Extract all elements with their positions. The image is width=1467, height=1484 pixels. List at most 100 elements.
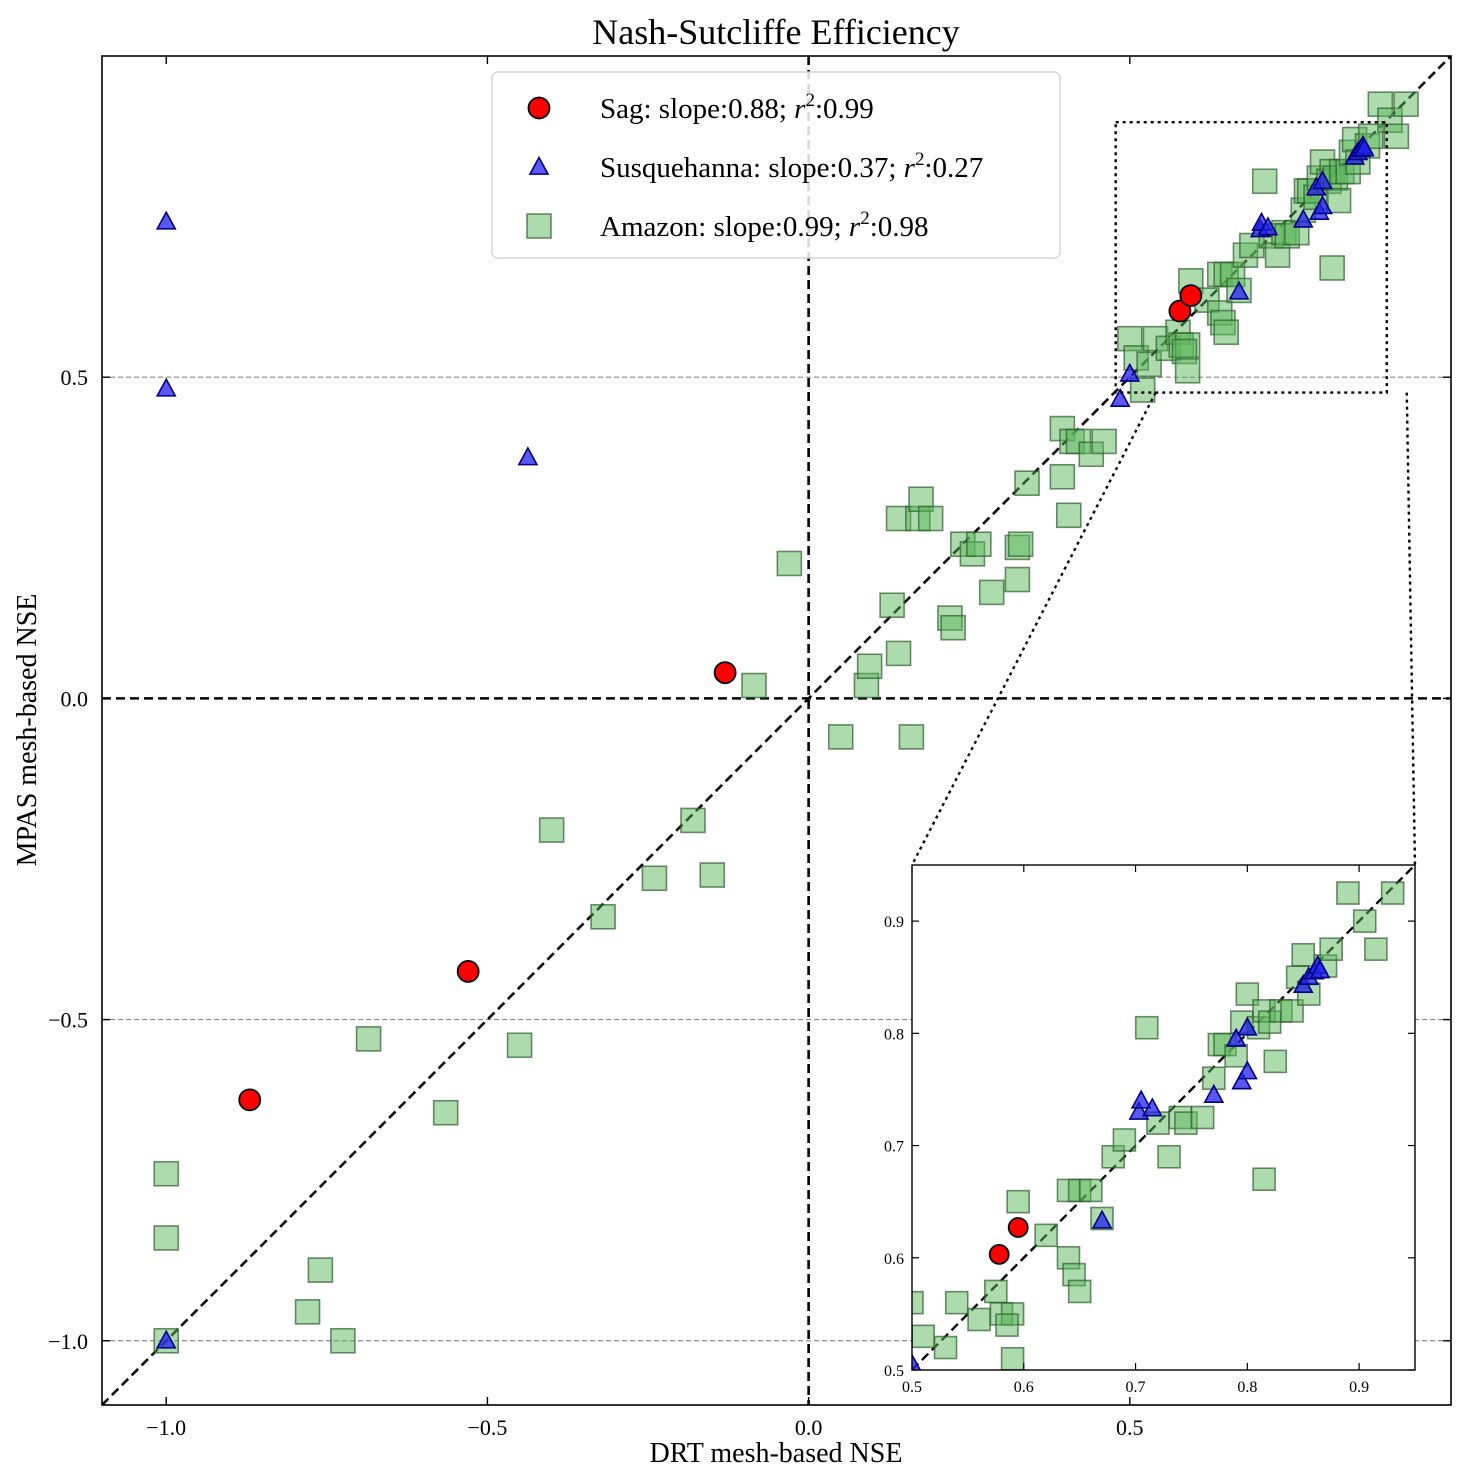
main-axis-ticks: −1.0 −0.5 0.0 0.5 −1.0 −0.5 0.0 0.5 <box>48 56 1451 1440</box>
legend-marker-susquehanna <box>528 155 550 175</box>
amazon-point-60 <box>1213 319 1239 346</box>
inset-axis-ticks: 0.5 0.6 0.7 0.8 0.9 0.5 0.6 0.7 0.8 0.9 <box>884 865 1415 1396</box>
inset-amazon-point-43 <box>912 1290 924 1315</box>
inset-data-points <box>912 881 1405 1370</box>
amazon-point-15 <box>776 550 803 577</box>
amazon-point-3 <box>294 1299 321 1325</box>
inset-amazon-point-67 <box>1157 1144 1181 1169</box>
inset-amazon-point-52 <box>995 1313 1019 1337</box>
amazon-point-36 <box>1049 463 1076 490</box>
legend-label-amazon: Amazon: slope:0.99; r2:0.98 <box>600 208 929 243</box>
inset-susquehanna-point-12 <box>1231 1070 1253 1090</box>
amazon-point-34 <box>1004 566 1031 593</box>
susquehanna-point-0 <box>155 210 177 230</box>
inset-y-tick-label-2: 0.7 <box>884 1139 904 1156</box>
amazon-point-1 <box>153 1160 180 1187</box>
amazon-point-25 <box>917 505 944 532</box>
amazon-point-45 <box>1129 377 1156 403</box>
inset-amazon-point-64 <box>1112 1128 1137 1152</box>
susquehanna-point-2 <box>517 446 539 466</box>
main-data-points <box>153 91 1419 1354</box>
susquehanna-point-1 <box>155 377 177 397</box>
susquehanna-point-3 <box>155 1329 177 1349</box>
susquehanna-point-19 <box>1353 137 1375 157</box>
amazon-point-21 <box>879 592 905 619</box>
amazon-point-66 <box>1251 168 1278 195</box>
inset-amazon-point-78 <box>1252 1167 1276 1192</box>
inset-amazon-point-70 <box>1190 1105 1215 1130</box>
inset-amazon-point-46 <box>933 1335 958 1360</box>
amazon-point-10 <box>590 903 616 930</box>
inset-sag-point-4 <box>1007 1217 1029 1238</box>
legend: Sag: slope:0.88; r2:0.99 Susquehanna: slo… <box>491 71 1061 259</box>
inset-susquehanna-point-6 <box>1091 1209 1113 1229</box>
main-plot-frame <box>101 55 1452 1406</box>
legend-marker-sag <box>527 96 551 120</box>
amazon-point-31 <box>978 579 1005 606</box>
amazon-point-8 <box>506 1032 533 1059</box>
inset-x-tick-label-4: 0.9 <box>1349 1379 1369 1396</box>
susquehanna-point-5 <box>1109 387 1131 407</box>
zoom-connector-left <box>910 392 1157 866</box>
y-axis-label: MPAS mesh-based NSE <box>12 594 43 867</box>
susquehanna-point-4 <box>1119 362 1141 382</box>
inset-amazon-point-90 <box>1352 909 1377 933</box>
amazon-point-5 <box>330 1327 356 1354</box>
y-tick-label-3: 0.5 <box>61 365 89 390</box>
inset-x-tick-label-1: 0.6 <box>1014 1379 1034 1396</box>
y-tick-label-0: −1.0 <box>48 1329 88 1354</box>
amazon-point-12 <box>680 807 706 834</box>
inset-amazon-point-91 <box>1364 937 1388 961</box>
susquehanna-point-10 <box>1292 208 1314 228</box>
inset-amazon-point-88 <box>1319 937 1343 961</box>
inset-amazon-point-54 <box>1006 1189 1030 1214</box>
amazon-point-27 <box>940 614 966 641</box>
amazon-point-18 <box>856 653 883 680</box>
inset-susquehanna-point-13 <box>1236 1016 1258 1036</box>
amazon-point-13 <box>699 862 726 888</box>
x-tick-label-2: 0.0 <box>795 1415 823 1440</box>
sag-point-0 <box>713 661 737 685</box>
inset-y-tick-label-0: 0.5 <box>884 1363 904 1380</box>
amazon-point-81 <box>1325 187 1352 214</box>
x-tick-label-0: −1.0 <box>146 1415 186 1440</box>
legend-label-sag: Sag: slope:0.88; r2:0.99 <box>600 90 874 125</box>
x-tick-label-3: 0.5 <box>1116 1415 1144 1440</box>
legend-label-susquehanna: Susquehanna: slope:0.37; r2:0.27 <box>600 149 983 184</box>
inset-amazon-point-85 <box>1291 942 1316 967</box>
amazon-point-78 <box>1319 255 1345 281</box>
amazon-point-35 <box>1014 470 1040 496</box>
inset-amazon-point-53 <box>1000 1346 1025 1370</box>
legend-marker-amazon <box>526 213 552 239</box>
amazon-point-9 <box>538 817 565 843</box>
amazon-point-19 <box>885 640 912 667</box>
inset-amazon-point-47 <box>944 1290 969 1315</box>
inset-amazon-point-49 <box>984 1279 1008 1304</box>
inset-x-tick-label-0: 0.5 <box>902 1379 922 1396</box>
inset-susquehanna-point-14 <box>1236 1060 1258 1080</box>
inset-susquehanna-point-8 <box>1130 1089 1152 1109</box>
zoom-connector-right <box>1405 392 1417 866</box>
inset-susquehanna-point-11 <box>1225 1027 1247 1047</box>
susquehanna-point-14 <box>1312 195 1333 215</box>
amazon-point-4 <box>307 1257 334 1283</box>
amazon-point-14 <box>741 672 767 699</box>
inset-amazon-point-81 <box>1263 1049 1288 1074</box>
y-tick-label-2: 0.0 <box>61 686 89 711</box>
sag-point-1 <box>456 959 480 983</box>
inset-amazon-point-92 <box>1380 881 1405 905</box>
inset-amazon-point-61 <box>1079 1178 1103 1203</box>
amazon-point-42 <box>1091 428 1117 455</box>
inset-susquehanna-point-10 <box>1203 1083 1225 1103</box>
inset-susquehanna-point-4 <box>912 1353 922 1370</box>
inset-amazon-point-60 <box>1067 1279 1092 1304</box>
amazon-point-16 <box>827 724 854 750</box>
amazon-point-33 <box>1007 531 1034 558</box>
amazon-point-37 <box>1055 502 1082 529</box>
susquehanna-point-9 <box>1257 216 1279 236</box>
sag-point-3 <box>1168 299 1192 323</box>
inset-amazon-point-66 <box>1134 1015 1159 1040</box>
x-tick-label-1: −0.5 <box>467 1415 507 1440</box>
inset-y-tick-label-4: 0.9 <box>884 914 904 931</box>
